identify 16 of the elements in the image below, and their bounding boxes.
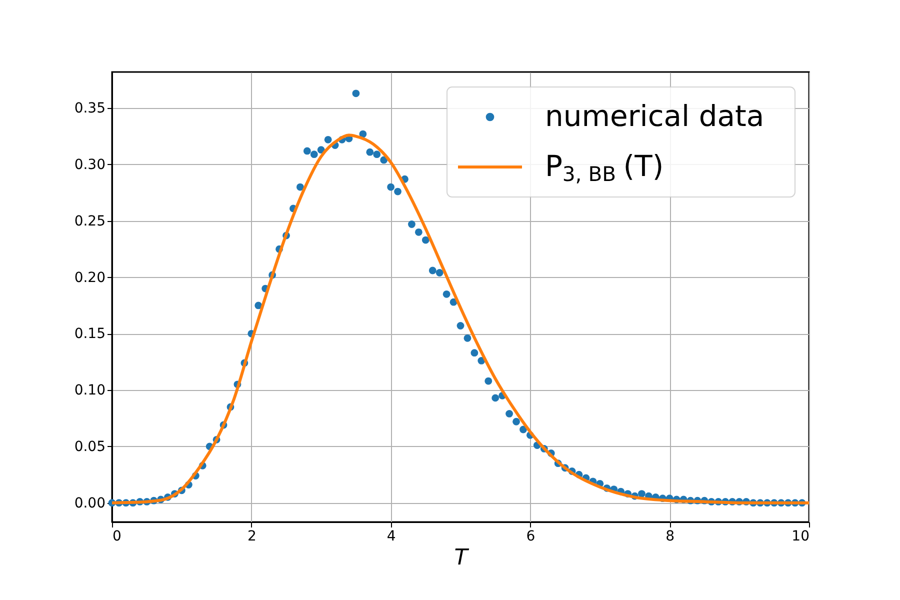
x-tick-label: 6 <box>526 528 536 544</box>
legend-label: numerical data <box>545 99 764 133</box>
y-tick-label: 0.35 <box>74 100 106 117</box>
x-tick-label: 0 <box>112 528 122 544</box>
x-tick-label: 2 <box>247 528 256 544</box>
x-axis-title: T <box>454 546 470 570</box>
y-tick-label: 0.10 <box>74 382 106 399</box>
y-tick-label: 0.15 <box>74 326 106 342</box>
y-tick-label: 0.05 <box>74 438 106 455</box>
x-tick-label: 8 <box>666 528 675 544</box>
y-tick-label: 0.20 <box>74 270 106 286</box>
x-tick-label: 4 <box>386 528 396 544</box>
x-tick-label: 10 <box>792 528 810 544</box>
y-tick-label: 0.25 <box>74 213 106 230</box>
y-tick-label: 0.00 <box>74 495 106 512</box>
y-tick-label: 0.30 <box>74 156 106 173</box>
